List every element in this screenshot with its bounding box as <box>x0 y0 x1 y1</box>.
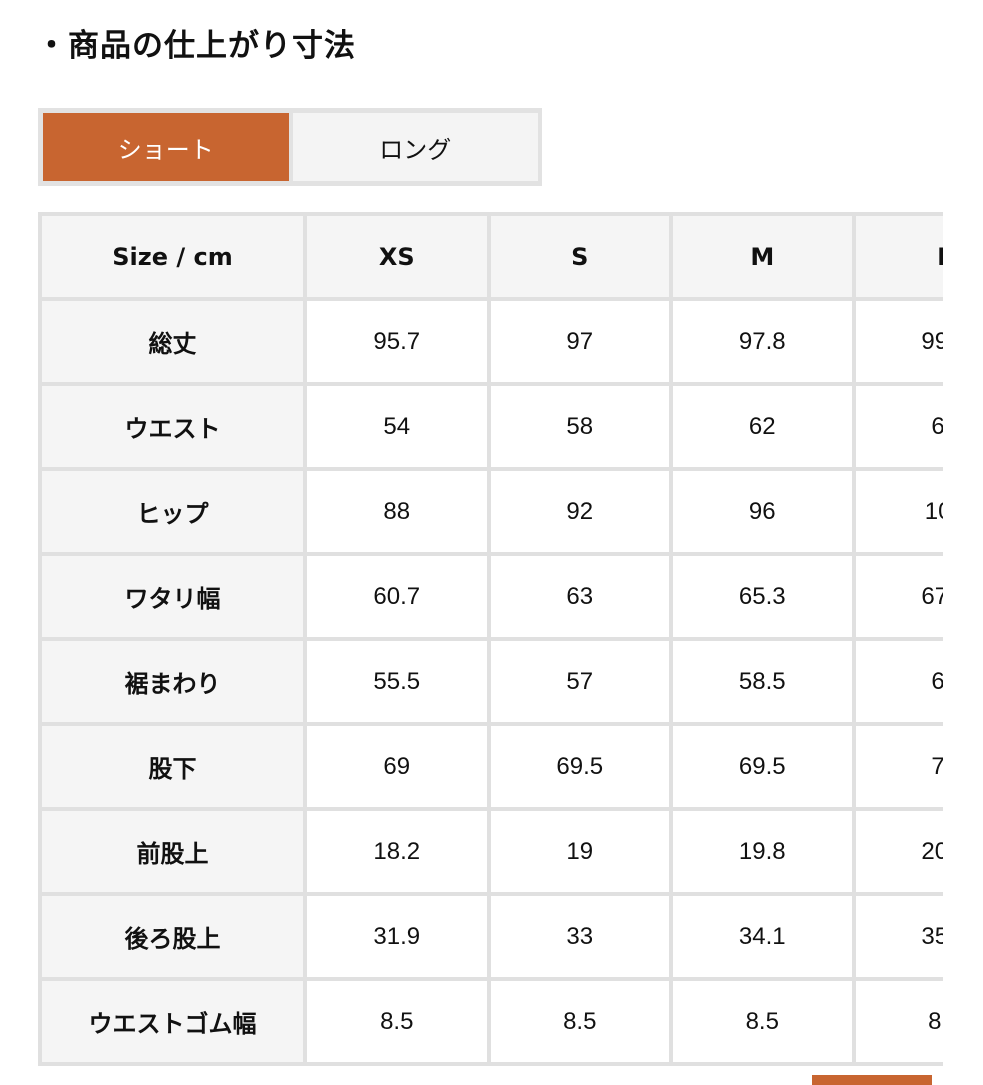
table-row: ウエスト54586266 <box>42 386 943 467</box>
length-tabs: ショート ロング <box>38 108 542 186</box>
table-cell: 62 <box>673 386 852 467</box>
table-cell: 19.8 <box>673 811 852 892</box>
table-cell: 60.7 <box>307 556 487 637</box>
row-label: ワタリ幅 <box>42 556 304 637</box>
size-table: Size / cmXSSML 総丈95.79797.899.1ウエスト54586… <box>38 212 943 1066</box>
table-cell: 58 <box>490 386 670 467</box>
table-cell: 54 <box>307 386 487 467</box>
table-cell: 97.8 <box>673 301 852 382</box>
table-cell: 66 <box>855 386 943 467</box>
table-cell: 69.5 <box>490 726 670 807</box>
header-size: L <box>855 216 943 297</box>
header-size: XS <box>307 216 487 297</box>
table-cell: 34.1 <box>673 896 852 977</box>
tab-short[interactable]: ショート <box>43 113 289 181</box>
table-cell: 69 <box>307 726 487 807</box>
table-cell: 70 <box>855 726 943 807</box>
row-label: 股下 <box>42 726 304 807</box>
table-cell: 8.5 <box>855 981 943 1062</box>
table-cell: 69.5 <box>673 726 852 807</box>
table-cell: 55.5 <box>307 641 487 722</box>
table-cell: 95.7 <box>307 301 487 382</box>
tab-long[interactable]: ロング <box>292 113 538 181</box>
size-table-scroll[interactable]: Size / cmXSSML 総丈95.79797.899.1ウエスト54586… <box>38 212 943 1072</box>
table-cell: 31.9 <box>307 896 487 977</box>
table-cell: 88 <box>307 471 487 552</box>
table-cell: 96 <box>673 471 852 552</box>
table-row: ヒップ889296100 <box>42 471 943 552</box>
table-cell: 18.2 <box>307 811 487 892</box>
bottom-accent-button[interactable] <box>812 1075 932 1085</box>
table-cell: 19 <box>490 811 670 892</box>
table-cell: 100 <box>855 471 943 552</box>
table-cell: 99.1 <box>855 301 943 382</box>
table-cell: 92 <box>490 471 670 552</box>
section-title: ・商品の仕上がり寸法 <box>36 28 356 64</box>
table-cell: 33 <box>490 896 670 977</box>
header-size-unit: Size / cm <box>42 216 304 297</box>
row-label: 後ろ股上 <box>42 896 304 977</box>
table-cell: 67.6 <box>855 556 943 637</box>
table-cell: 8.5 <box>307 981 487 1062</box>
header-row: Size / cmXSSML <box>42 216 943 297</box>
row-label: ウエスト <box>42 386 304 467</box>
table-cell: 35.2 <box>855 896 943 977</box>
row-label: ウエストゴム幅 <box>42 981 304 1062</box>
header-size: S <box>490 216 670 297</box>
table-cell: 63 <box>490 556 670 637</box>
table-cell: 65.3 <box>673 556 852 637</box>
table-cell: 57 <box>490 641 670 722</box>
table-cell: 20.6 <box>855 811 943 892</box>
row-label: ヒップ <box>42 471 304 552</box>
table-cell: 60 <box>855 641 943 722</box>
row-label: 前股上 <box>42 811 304 892</box>
header-size: M <box>673 216 852 297</box>
table-cell: 58.5 <box>673 641 852 722</box>
row-label: 総丈 <box>42 301 304 382</box>
row-label: 裾まわり <box>42 641 304 722</box>
table-cell: 8.5 <box>673 981 852 1062</box>
table-cell: 8.5 <box>490 981 670 1062</box>
table-cell: 97 <box>490 301 670 382</box>
